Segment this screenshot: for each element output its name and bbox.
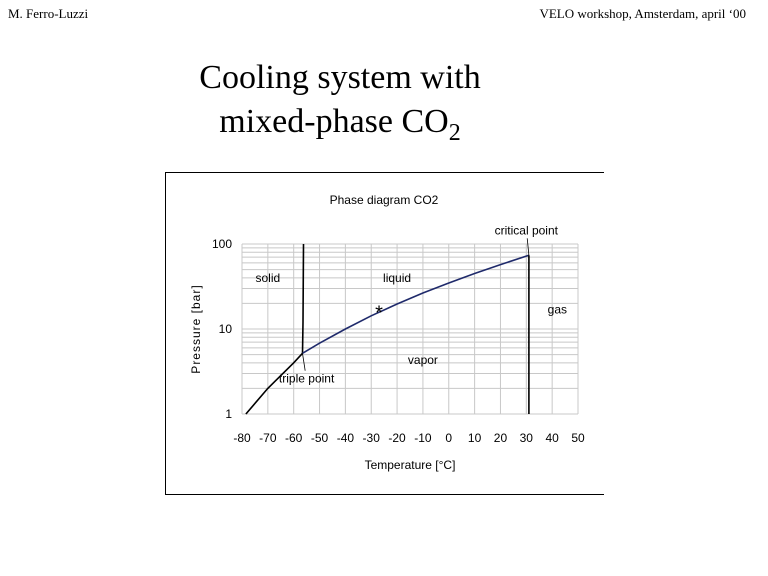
series-line-melting [301,243,305,354]
x-tick-label: -40 [337,431,355,445]
title-subscript: 2 [448,120,461,146]
annotation-label: critical point [495,223,559,237]
x-tick-label: -30 [363,431,381,445]
x-tick-label: -80 [233,431,251,445]
grid-layer [241,243,579,415]
x-tick-label: 0 [445,431,452,445]
x-tick-label: -20 [388,431,406,445]
chart-frame: Phase diagram CO2 -80 -70 -60 -50 -40 -30 -20-… [165,172,604,495]
annotation-label: liquid [383,271,411,285]
annotation-label: solid [256,271,281,285]
axis-layer: -80 -70 -60 -50 -40 -30 -20 -10 0 10 20 30 40 50 1 10 10… [212,237,585,445]
operating-point-marker: * [375,303,383,325]
x-tick-label: -60 [285,431,303,445]
x-tick-label: 40 [545,431,559,445]
x-axis-label: Temperature [°C] [365,458,456,472]
chart-title: Phase diagram CO2 [330,193,439,207]
annotation-leader-line [302,353,306,371]
x-tick-label: 50 [571,431,585,445]
annotation-leader-line [526,238,530,256]
y-tick-label: 100 [212,237,232,251]
title-line-2: mixed-phase CO2 [0,100,680,146]
title-line-2-main: mixed-phase CO [219,103,449,140]
annotation-label: vapor [408,353,438,367]
author-label: M. Ferro-Luzzi [8,6,89,21]
annotation-layer: solid liquid gas vapor triple point critical … [256,223,568,385]
series-line-vaporization [302,254,530,354]
annotation-label: gas [548,302,567,316]
x-tick-label: 30 [520,431,534,445]
annotation-label: triple point [279,372,335,386]
y-tick-label: 10 [219,322,233,336]
event-label: VELO workshop, Amsterdam, april ‘00 [539,6,746,21]
x-tick-label: 10 [468,431,482,445]
x-tick-label: -50 [311,431,329,445]
slide-title: Cooling system with mixed-phase CO2 [0,56,680,146]
y-tick-label: 1 [225,407,232,421]
x-tick-label: -10 [414,431,432,445]
series-layer: * [245,243,530,415]
x-tick-label: 20 [494,431,508,445]
title-line-1: Cooling system with [199,59,481,96]
x-tick-label: -70 [259,431,277,445]
phase-diagram-chart: Phase diagram CO2 -80 -70 -60 -50 -40 -30 -20-… [189,193,585,472]
y-axis-label: Pressure [bar] [189,284,203,373]
series-line-sublimation [245,352,304,415]
